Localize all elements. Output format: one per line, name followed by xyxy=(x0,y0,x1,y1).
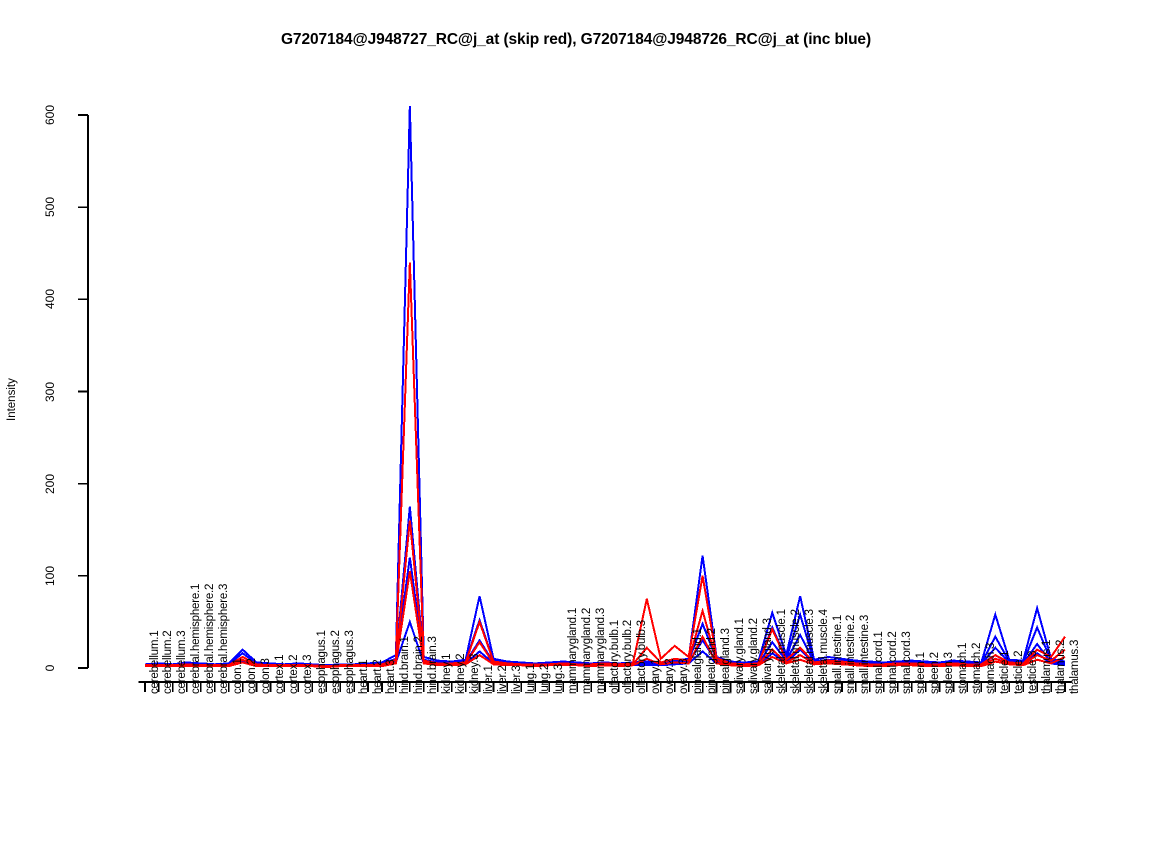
x-axis xyxy=(138,681,1072,692)
data-series-line xyxy=(145,262,1066,668)
data-series-line xyxy=(145,557,1066,668)
y-tick-label: 100 xyxy=(43,565,57,586)
y-tick-label: 200 xyxy=(43,473,57,494)
data-series-line xyxy=(144,618,1066,668)
y-axis xyxy=(78,114,89,669)
data-series-line xyxy=(145,520,1066,668)
y-tick-label: 500 xyxy=(43,197,57,218)
data-series-line xyxy=(145,571,1066,669)
y-tick-label: 400 xyxy=(43,289,57,310)
y-tick-label: 600 xyxy=(43,104,57,126)
data-series-line xyxy=(144,506,1066,667)
data-series-layer xyxy=(144,105,1066,669)
page-title: G7207184@J948727_RC@j_at (skip red), G72… xyxy=(280,31,872,48)
y-tick-label: 0 xyxy=(43,664,57,672)
y-tick-label: 300 xyxy=(43,381,57,402)
data-series-line xyxy=(144,105,1066,667)
